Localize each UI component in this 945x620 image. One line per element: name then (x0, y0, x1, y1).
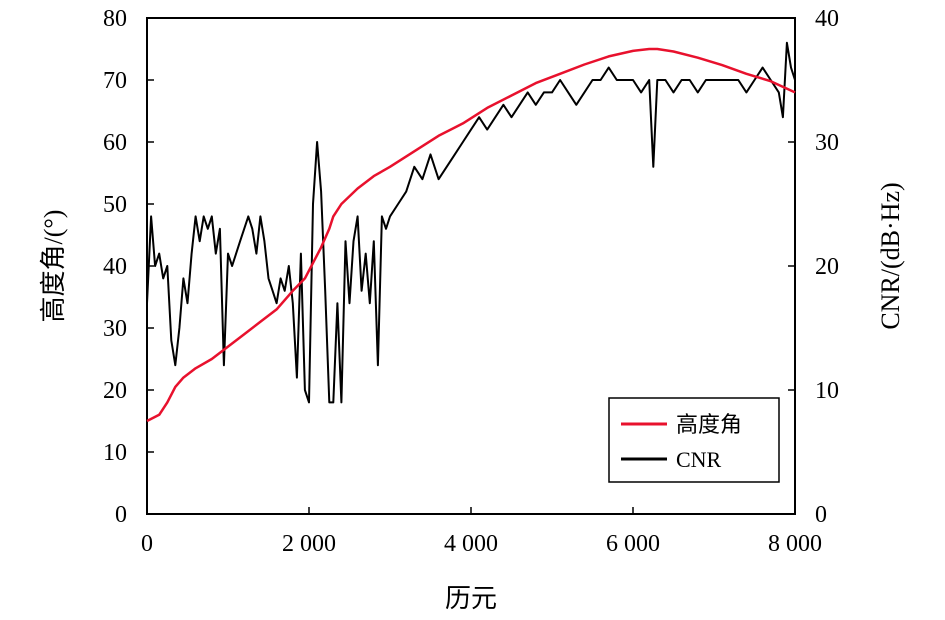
series-line-cnr (146, 41, 796, 404)
left-tick-label: 0 (115, 502, 127, 528)
x-axis-ticks: 0 2 000 4 000 6 000 8 000 (141, 507, 822, 557)
x-tick-label: 2 000 (282, 531, 336, 557)
left-tick-label: 80 (103, 6, 127, 32)
left-tick-label: 10 (103, 440, 127, 466)
left-tick-label: 30 (103, 316, 127, 342)
x-tick-label: 4 000 (444, 531, 498, 557)
x-axis-title: 历元 (445, 584, 497, 613)
right-axis-title: CNR/(dB·Hz) (876, 182, 905, 329)
left-tick-label: 60 (103, 130, 127, 156)
x-tick-label: 8 000 (768, 531, 822, 557)
right-tick-label: 10 (815, 378, 839, 404)
legend-label-cnr: CNR (676, 447, 722, 472)
legend-box (608, 397, 780, 483)
left-axis-title: 高度角/(°) (39, 210, 68, 323)
x-tick-label: 0 (141, 531, 153, 557)
right-tick-label: 30 (815, 130, 839, 156)
left-tick-label: 50 (103, 192, 127, 218)
left-axis-ticks: 0 10 20 30 40 50 60 70 80 (103, 6, 154, 528)
right-tick-label: 20 (815, 254, 839, 280)
right-axis-ticks: 0 10 20 30 40 (788, 6, 839, 528)
legend: 高度角 CNR (608, 397, 780, 483)
left-tick-label: 40 (103, 254, 127, 280)
right-tick-label: 0 (815, 502, 827, 528)
legend-label-elevation: 高度角 (676, 412, 742, 437)
series-layer (146, 41, 796, 423)
x-tick-label: 6 000 (606, 531, 660, 557)
left-tick-label: 20 (103, 378, 127, 404)
left-tick-label: 70 (103, 68, 127, 94)
right-tick-label: 40 (815, 6, 839, 32)
series-line-elevation (146, 47, 796, 423)
